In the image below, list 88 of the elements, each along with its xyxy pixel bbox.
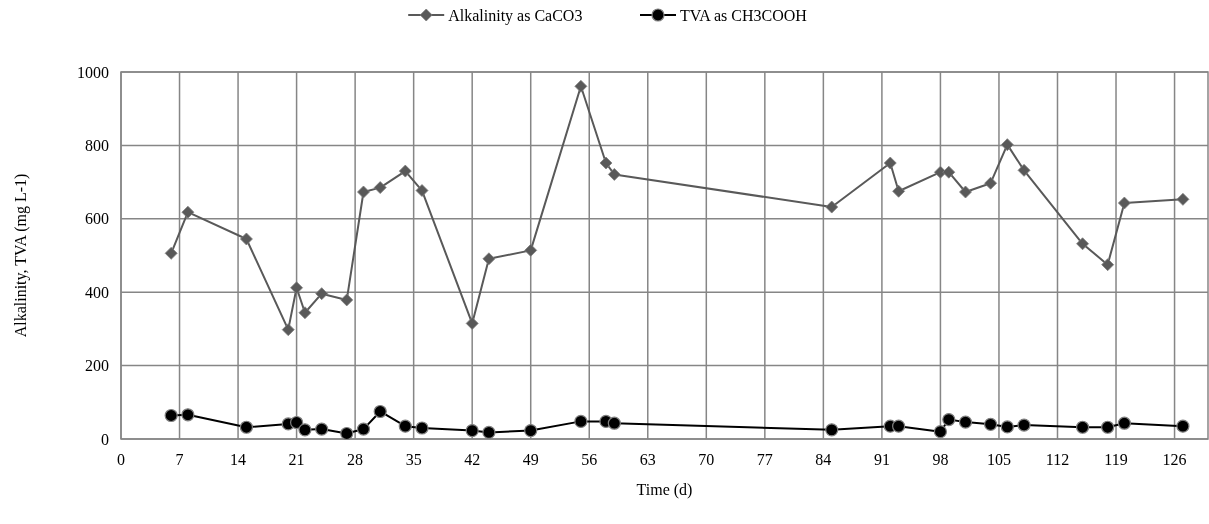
point bbox=[524, 243, 538, 257]
point bbox=[239, 420, 254, 434]
point bbox=[825, 200, 839, 214]
x-tick-label: 56 bbox=[581, 451, 598, 468]
point bbox=[340, 426, 354, 441]
x-tick-label: 7 bbox=[175, 451, 184, 468]
x-tick-label: 49 bbox=[522, 451, 539, 468]
y-tick-label: 800 bbox=[85, 137, 109, 154]
point bbox=[465, 423, 479, 438]
x-tick-label: 112 bbox=[1045, 451, 1070, 468]
x-axis-title: Time (d) bbox=[636, 481, 693, 499]
point bbox=[281, 323, 295, 337]
point bbox=[892, 184, 906, 198]
point bbox=[356, 422, 371, 436]
point bbox=[942, 165, 956, 179]
point bbox=[1017, 418, 1031, 432]
x-tick-label: 0 bbox=[117, 451, 125, 468]
x-tick-label: 14 bbox=[230, 451, 247, 468]
point bbox=[934, 165, 947, 179]
point bbox=[524, 423, 538, 438]
point bbox=[1075, 420, 1090, 434]
point bbox=[298, 423, 312, 437]
point bbox=[164, 246, 178, 260]
x-tick-label: 84 bbox=[815, 451, 832, 468]
point bbox=[315, 287, 329, 301]
point bbox=[1101, 420, 1115, 434]
x-tick-label: 126 bbox=[1162, 451, 1187, 468]
point bbox=[599, 156, 613, 170]
point bbox=[1176, 192, 1190, 206]
point bbox=[289, 415, 304, 430]
point bbox=[373, 404, 387, 419]
point bbox=[357, 185, 370, 199]
point bbox=[181, 205, 195, 219]
point bbox=[1101, 258, 1115, 272]
point bbox=[892, 419, 906, 433]
point bbox=[883, 156, 897, 170]
point bbox=[1176, 419, 1190, 433]
x-tick-label: 35 bbox=[405, 451, 422, 468]
x-tick-label: 91 bbox=[873, 451, 890, 468]
point bbox=[1000, 420, 1014, 434]
point bbox=[574, 79, 588, 93]
point bbox=[482, 425, 496, 439]
y-tick-label: 200 bbox=[85, 357, 109, 375]
point bbox=[607, 416, 621, 430]
x-tick-label: 77 bbox=[756, 451, 773, 468]
point bbox=[958, 415, 973, 429]
x-tick-label: 42 bbox=[464, 451, 481, 468]
legend-label: TVA as CH3COOH bbox=[680, 6, 808, 24]
point bbox=[164, 408, 178, 423]
x-tick-label: 70 bbox=[698, 451, 715, 468]
point bbox=[942, 412, 956, 427]
y-tick-label: 600 bbox=[85, 210, 109, 228]
point bbox=[984, 176, 997, 190]
point bbox=[373, 181, 387, 194]
point bbox=[465, 317, 479, 330]
point bbox=[240, 232, 253, 246]
y-axis-title: Alkalinity, TVA (mg L-1) bbox=[12, 173, 30, 338]
point bbox=[415, 421, 429, 435]
point bbox=[415, 184, 429, 197]
point bbox=[1000, 138, 1014, 152]
x-tick-label: 28 bbox=[347, 451, 364, 468]
x-tick-label: 105 bbox=[986, 451, 1011, 468]
x-tick-label: 21 bbox=[288, 451, 305, 468]
point bbox=[1117, 416, 1131, 430]
point bbox=[315, 422, 329, 436]
x-tick-label: 63 bbox=[639, 451, 656, 468]
point bbox=[574, 414, 588, 428]
point bbox=[825, 423, 839, 437]
point bbox=[607, 167, 621, 181]
x-tick-label: 98 bbox=[932, 451, 949, 468]
point bbox=[298, 306, 312, 320]
y-tick-label: 400 bbox=[85, 283, 109, 301]
point bbox=[340, 293, 354, 307]
y-tick-label: 0 bbox=[101, 430, 109, 448]
point bbox=[398, 419, 412, 433]
point bbox=[1117, 196, 1131, 210]
point bbox=[181, 408, 195, 422]
point bbox=[984, 417, 998, 431]
legend-label: Alkalinity as CaCO3 bbox=[448, 6, 583, 25]
point bbox=[398, 164, 412, 178]
point bbox=[482, 252, 496, 266]
point bbox=[290, 281, 303, 295]
point bbox=[933, 425, 948, 439]
x-tick-label: 119 bbox=[1104, 451, 1128, 468]
point bbox=[1017, 163, 1031, 177]
point bbox=[959, 185, 972, 199]
y-tick-label: 1000 bbox=[77, 63, 109, 81]
point bbox=[1076, 237, 1089, 251]
